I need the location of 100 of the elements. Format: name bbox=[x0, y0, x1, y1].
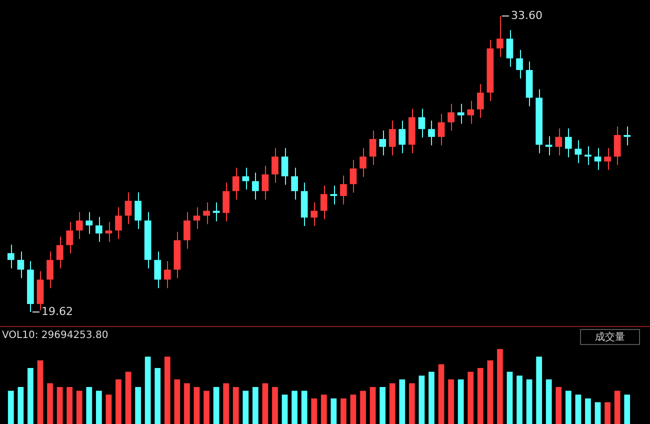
bar bbox=[408, 383, 415, 424]
bar bbox=[546, 379, 552, 424]
candlestick bbox=[56, 236, 64, 269]
bar bbox=[56, 387, 63, 424]
bar bbox=[556, 387, 562, 424]
candlestick bbox=[86, 212, 93, 234]
candlestick bbox=[262, 165, 269, 200]
candlestick bbox=[134, 192, 142, 230]
candlestick bbox=[506, 30, 514, 68]
candlestick bbox=[467, 100, 474, 124]
bar bbox=[8, 390, 14, 424]
text: 成交量 bbox=[580, 329, 640, 345]
candlestick bbox=[164, 260, 171, 289]
bar bbox=[360, 390, 366, 424]
candlestick bbox=[604, 148, 611, 170]
bar bbox=[242, 390, 249, 424]
candlestick bbox=[496, 16, 504, 58]
bar bbox=[282, 394, 288, 424]
bar bbox=[301, 390, 308, 424]
bar bbox=[468, 372, 474, 424]
candlestick bbox=[350, 159, 357, 194]
bar bbox=[194, 387, 200, 424]
candlestick bbox=[555, 128, 562, 156]
bar bbox=[18, 387, 24, 424]
candlestick bbox=[310, 202, 318, 227]
bar bbox=[232, 387, 239, 424]
bar bbox=[164, 356, 170, 424]
bar bbox=[389, 383, 396, 424]
candlestick bbox=[154, 250, 162, 289]
bar bbox=[487, 360, 494, 424]
bar bbox=[614, 390, 620, 424]
candlestick bbox=[428, 120, 435, 146]
bar bbox=[438, 364, 444, 424]
bar bbox=[106, 394, 112, 424]
annotation: 19.62 bbox=[41, 304, 73, 318]
candlestick bbox=[476, 84, 484, 118]
bar bbox=[76, 390, 82, 424]
bar bbox=[272, 387, 278, 424]
bar bbox=[28, 368, 34, 424]
bar bbox=[135, 387, 141, 424]
chart-title: VOL10: 29694253.80 bbox=[2, 330, 108, 341]
bar bbox=[585, 398, 591, 424]
candlestick bbox=[340, 175, 347, 205]
bar bbox=[594, 402, 601, 424]
bar bbox=[47, 383, 53, 424]
candlestick bbox=[193, 206, 200, 230]
bar bbox=[506, 372, 513, 424]
bar bbox=[144, 356, 151, 424]
candlestick bbox=[438, 113, 445, 146]
bar bbox=[477, 368, 484, 424]
bar bbox=[125, 372, 132, 424]
bar bbox=[213, 387, 220, 424]
candlestick bbox=[105, 222, 112, 242]
candlestick bbox=[203, 202, 210, 225]
bar bbox=[536, 356, 542, 424]
bar bbox=[223, 383, 230, 424]
bar bbox=[292, 390, 298, 424]
bar bbox=[116, 379, 122, 424]
bar bbox=[380, 387, 386, 424]
candlestick bbox=[448, 103, 454, 132]
candlestick bbox=[398, 120, 406, 154]
bar bbox=[340, 398, 346, 424]
candlestick bbox=[46, 250, 54, 289]
candlestick bbox=[96, 216, 102, 242]
candlestick bbox=[115, 206, 122, 240]
bar bbox=[37, 360, 44, 424]
candlestick bbox=[614, 126, 621, 166]
bar bbox=[350, 394, 356, 424]
bar bbox=[428, 372, 434, 424]
bar bbox=[154, 368, 161, 424]
bar bbox=[624, 394, 630, 424]
candlestick bbox=[212, 202, 220, 222]
bar bbox=[96, 390, 102, 424]
candlestick bbox=[369, 130, 376, 166]
candlestick bbox=[584, 146, 592, 166]
bar bbox=[399, 379, 406, 424]
candlestick bbox=[330, 185, 338, 205]
bar bbox=[604, 402, 610, 424]
bar bbox=[252, 387, 258, 424]
bar bbox=[330, 398, 337, 424]
candlestick bbox=[184, 212, 190, 250]
candlestick bbox=[594, 148, 602, 170]
bar bbox=[458, 379, 464, 424]
candlestick bbox=[7, 244, 14, 269]
candlestick bbox=[124, 192, 132, 225]
candlestick bbox=[281, 148, 288, 186]
bar bbox=[565, 390, 572, 424]
bar bbox=[184, 383, 190, 424]
bar bbox=[320, 394, 327, 424]
bar bbox=[262, 383, 268, 424]
candlestick bbox=[388, 120, 396, 156]
candlestick bbox=[252, 172, 259, 200]
candlestick bbox=[516, 49, 523, 79]
candlestick bbox=[17, 250, 24, 279]
candlestick bbox=[291, 167, 298, 200]
candlestick bbox=[76, 212, 83, 240]
candlestick bbox=[565, 128, 572, 158]
candlestick bbox=[624, 126, 631, 146]
bar bbox=[418, 376, 425, 424]
bar bbox=[370, 387, 376, 424]
